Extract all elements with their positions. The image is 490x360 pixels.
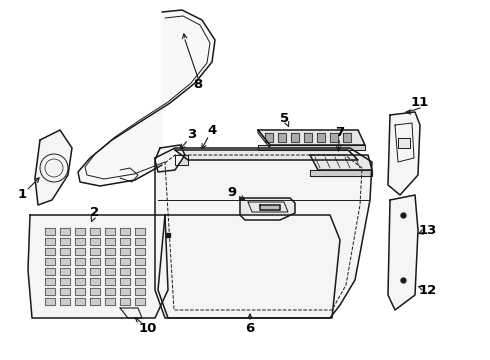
Polygon shape	[120, 258, 130, 265]
Polygon shape	[388, 112, 420, 195]
Polygon shape	[105, 268, 115, 275]
Polygon shape	[90, 248, 100, 255]
Polygon shape	[120, 268, 130, 275]
Polygon shape	[60, 268, 70, 275]
Polygon shape	[28, 215, 168, 318]
Polygon shape	[135, 228, 145, 235]
Polygon shape	[90, 288, 100, 295]
Polygon shape	[120, 278, 130, 285]
Polygon shape	[120, 298, 130, 305]
Polygon shape	[90, 278, 100, 285]
Polygon shape	[35, 130, 72, 205]
Polygon shape	[90, 238, 100, 245]
Polygon shape	[105, 288, 115, 295]
Polygon shape	[60, 278, 70, 285]
Polygon shape	[304, 133, 312, 142]
Polygon shape	[120, 228, 130, 235]
Polygon shape	[135, 238, 145, 245]
Polygon shape	[155, 145, 185, 172]
Polygon shape	[135, 268, 145, 275]
Polygon shape	[135, 258, 145, 265]
Polygon shape	[75, 288, 85, 295]
Polygon shape	[90, 258, 100, 265]
Polygon shape	[75, 238, 85, 245]
Polygon shape	[175, 150, 358, 160]
Polygon shape	[240, 198, 295, 220]
Text: 8: 8	[194, 78, 203, 91]
Polygon shape	[310, 155, 372, 170]
Polygon shape	[135, 278, 145, 285]
Polygon shape	[175, 155, 188, 165]
Polygon shape	[105, 228, 115, 235]
Polygon shape	[105, 248, 115, 255]
Polygon shape	[310, 170, 372, 176]
Polygon shape	[45, 268, 55, 275]
Polygon shape	[135, 298, 145, 305]
Polygon shape	[75, 248, 85, 255]
Polygon shape	[90, 298, 100, 305]
Polygon shape	[45, 288, 55, 295]
Polygon shape	[291, 133, 299, 142]
Polygon shape	[135, 288, 145, 295]
Text: 11: 11	[411, 95, 429, 108]
Polygon shape	[45, 298, 55, 305]
Polygon shape	[265, 133, 273, 142]
Polygon shape	[60, 298, 70, 305]
Polygon shape	[105, 298, 115, 305]
Text: 5: 5	[280, 112, 290, 125]
Polygon shape	[135, 248, 145, 255]
Text: 2: 2	[91, 207, 99, 220]
Polygon shape	[60, 248, 70, 255]
Polygon shape	[120, 248, 130, 255]
Polygon shape	[75, 268, 85, 275]
Polygon shape	[105, 238, 115, 245]
Polygon shape	[330, 133, 338, 142]
Text: 3: 3	[187, 129, 196, 141]
Text: 10: 10	[139, 321, 157, 334]
Polygon shape	[75, 228, 85, 235]
Polygon shape	[90, 228, 100, 235]
Text: 6: 6	[245, 321, 255, 334]
Polygon shape	[105, 258, 115, 265]
Polygon shape	[45, 238, 55, 245]
Text: 12: 12	[419, 284, 437, 297]
Polygon shape	[60, 228, 70, 235]
Polygon shape	[45, 248, 55, 255]
Polygon shape	[75, 258, 85, 265]
Polygon shape	[120, 288, 130, 295]
Polygon shape	[90, 268, 100, 275]
Polygon shape	[278, 133, 286, 142]
Polygon shape	[258, 130, 365, 145]
Polygon shape	[258, 130, 270, 148]
Polygon shape	[260, 205, 280, 210]
Polygon shape	[317, 133, 325, 142]
Polygon shape	[60, 258, 70, 265]
Polygon shape	[120, 238, 130, 245]
Polygon shape	[75, 298, 85, 305]
Polygon shape	[343, 133, 351, 142]
Text: 4: 4	[207, 123, 217, 136]
Text: 1: 1	[18, 189, 26, 202]
Polygon shape	[388, 195, 418, 310]
Polygon shape	[60, 238, 70, 245]
Polygon shape	[45, 258, 55, 265]
Polygon shape	[60, 288, 70, 295]
Polygon shape	[120, 308, 142, 318]
Polygon shape	[158, 215, 340, 318]
Polygon shape	[75, 278, 85, 285]
Polygon shape	[398, 138, 410, 148]
Polygon shape	[105, 278, 115, 285]
Polygon shape	[45, 228, 55, 235]
Polygon shape	[155, 148, 372, 318]
Polygon shape	[45, 278, 55, 285]
Text: 13: 13	[419, 224, 437, 237]
Text: 9: 9	[227, 185, 237, 198]
Polygon shape	[78, 10, 215, 186]
Polygon shape	[258, 145, 365, 150]
Text: 7: 7	[336, 126, 344, 139]
